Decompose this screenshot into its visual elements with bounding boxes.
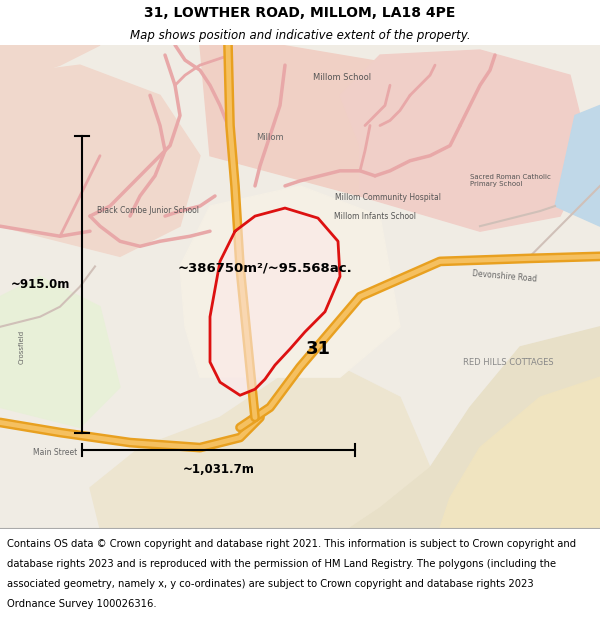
- Text: Ordnance Survey 100026316.: Ordnance Survey 100026316.: [7, 599, 157, 609]
- Polygon shape: [200, 45, 440, 196]
- Polygon shape: [90, 367, 430, 528]
- Text: Contains OS data © Crown copyright and database right 2021. This information is : Contains OS data © Crown copyright and d…: [7, 539, 577, 549]
- Polygon shape: [555, 106, 600, 226]
- Text: RED HILLS COTTAGES: RED HILLS COTTAGES: [463, 357, 553, 366]
- Polygon shape: [0, 65, 200, 256]
- Text: associated geometry, namely x, y co-ordinates) are subject to Crown copyright an: associated geometry, namely x, y co-ordi…: [7, 579, 534, 589]
- Polygon shape: [340, 50, 590, 231]
- Text: database rights 2023 and is reproduced with the permission of HM Land Registry. : database rights 2023 and is reproduced w…: [7, 559, 556, 569]
- Polygon shape: [180, 186, 400, 377]
- Text: Millom Community Hospital: Millom Community Hospital: [335, 194, 441, 202]
- Polygon shape: [210, 208, 340, 395]
- Text: Map shows position and indicative extent of the property.: Map shows position and indicative extent…: [130, 29, 470, 42]
- Text: 31: 31: [305, 340, 331, 358]
- Polygon shape: [0, 276, 120, 428]
- Text: Millom: Millom: [256, 133, 284, 142]
- Text: Crossfield: Crossfield: [19, 330, 25, 364]
- Text: ~1,031.7m: ~1,031.7m: [182, 463, 254, 476]
- Polygon shape: [0, 45, 100, 85]
- Polygon shape: [350, 327, 600, 528]
- Text: Millom Infants School: Millom Infants School: [334, 212, 416, 221]
- Text: ~386750m²/~95.568ac.: ~386750m²/~95.568ac.: [178, 262, 353, 275]
- Text: Black Combe Junior School: Black Combe Junior School: [97, 206, 199, 214]
- Polygon shape: [440, 377, 600, 528]
- Text: ~915.0m: ~915.0m: [11, 278, 70, 291]
- Text: Main Street: Main Street: [33, 448, 77, 457]
- Text: 31, LOWTHER ROAD, MILLOM, LA18 4PE: 31, LOWTHER ROAD, MILLOM, LA18 4PE: [145, 6, 455, 19]
- Text: Devonshire Road: Devonshire Road: [472, 269, 538, 284]
- Text: Millom School: Millom School: [313, 72, 371, 82]
- Text: Sacred Roman Catholic
Primary School: Sacred Roman Catholic Primary School: [470, 174, 551, 188]
